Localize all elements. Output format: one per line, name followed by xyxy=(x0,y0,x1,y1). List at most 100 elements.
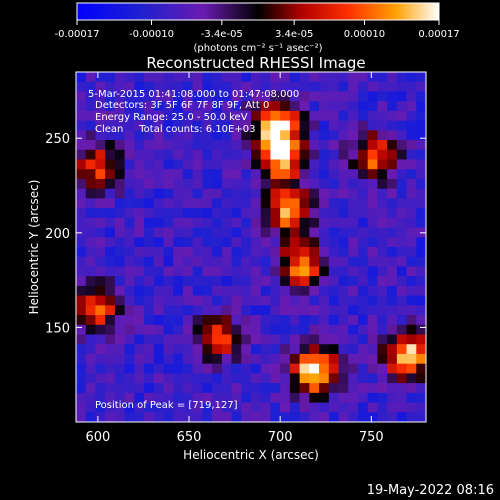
heatmap-cell xyxy=(260,353,271,365)
heatmap-cell xyxy=(338,149,349,160)
heatmap-cell xyxy=(241,91,252,102)
heatmap-cell xyxy=(163,392,174,403)
heatmap-cell xyxy=(241,305,252,316)
heatmap-cell xyxy=(367,101,378,112)
heatmap-cell xyxy=(76,140,87,151)
heatmap-cell xyxy=(260,140,271,151)
heatmap-cell xyxy=(396,363,407,374)
heatmap-cell xyxy=(85,256,96,267)
heatmap-cell xyxy=(212,315,223,326)
heatmap-cell xyxy=(319,130,330,141)
heatmap-cell xyxy=(377,130,388,141)
heatmap-cell xyxy=(144,91,155,102)
heatmap-cell xyxy=(76,101,87,112)
heatmap-cell xyxy=(270,412,281,423)
heatmap-cell xyxy=(95,120,106,131)
heatmap-cell xyxy=(192,169,203,180)
heatmap-cell xyxy=(406,81,417,92)
heatmap-cell xyxy=(396,130,407,141)
heatmap-cell xyxy=(241,72,252,83)
footer-timestamp: 19-May-2022 08:16 xyxy=(367,483,494,498)
heatmap-cell xyxy=(416,101,427,112)
heatmap-cell xyxy=(221,392,232,403)
heatmap-cell xyxy=(357,130,369,141)
heatmap-cell xyxy=(260,344,271,355)
heatmap-cell xyxy=(348,91,359,102)
heatmap-cell xyxy=(173,101,184,112)
heatmap-cell xyxy=(105,237,116,248)
heatmap-cell xyxy=(221,110,232,122)
heatmap-cell xyxy=(289,130,301,141)
heatmap-cell xyxy=(396,72,407,83)
heatmap-cell xyxy=(192,276,203,287)
heatmap-cell xyxy=(319,402,330,413)
heatmap-cell xyxy=(144,412,155,423)
heatmap-cell xyxy=(144,373,155,384)
heatmap-cell xyxy=(212,295,223,306)
heatmap-cell xyxy=(114,101,126,112)
heatmap-cell xyxy=(212,217,223,228)
heatmap-cell xyxy=(251,149,262,160)
heatmap-cell xyxy=(134,412,145,423)
heatmap-cell xyxy=(124,285,135,297)
heatmap-cell xyxy=(406,295,417,306)
heatmap-cell xyxy=(85,101,96,112)
heatmap-cell xyxy=(153,159,164,170)
heatmap-cell xyxy=(416,256,427,267)
heatmap-cell xyxy=(221,72,232,83)
heatmap-cell xyxy=(134,373,145,384)
heatmap-cell xyxy=(76,392,87,403)
heatmap-cell xyxy=(173,373,184,384)
heatmap-cell xyxy=(260,305,271,316)
heatmap-cell xyxy=(309,392,320,403)
heatmap-cell xyxy=(328,363,339,374)
heatmap-cell xyxy=(212,101,223,112)
heatmap-cell xyxy=(153,140,164,151)
heatmap-cell xyxy=(231,276,242,287)
heatmap-cell xyxy=(241,101,252,112)
heatmap-cell xyxy=(406,392,417,403)
heatmap-cell xyxy=(328,295,339,306)
heatmap-cell xyxy=(289,353,301,365)
heatmap-cell xyxy=(202,130,213,141)
heatmap-cell xyxy=(134,256,145,267)
heatmap-cell xyxy=(76,315,87,326)
heatmap-cell xyxy=(114,363,126,374)
heatmap-cell xyxy=(299,72,310,83)
heatmap-cell xyxy=(114,353,126,365)
heatmap-cell xyxy=(396,315,407,326)
heatmap-cell xyxy=(299,383,310,394)
heatmap-cell xyxy=(134,198,145,209)
heatmap-cell xyxy=(406,353,417,365)
heatmap-cell xyxy=(76,363,87,374)
heatmap-cell xyxy=(95,305,106,316)
heatmap-cell xyxy=(85,227,96,238)
heatmap-cell xyxy=(367,110,378,122)
heatmap-cell xyxy=(289,334,301,345)
heatmap-cell xyxy=(76,247,87,258)
heatmap-cell xyxy=(221,334,232,345)
heatmap-cell xyxy=(280,169,291,180)
heatmap-cell xyxy=(182,266,194,277)
heatmap-cell xyxy=(299,159,310,170)
heatmap-cell xyxy=(144,324,155,335)
heatmap-cell xyxy=(416,169,427,180)
heatmap-cell xyxy=(124,402,135,413)
heatmap-cell xyxy=(221,178,232,190)
heatmap-cell xyxy=(163,72,174,83)
heatmap-cell xyxy=(212,266,223,277)
heatmap-cell xyxy=(377,149,388,160)
heatmap-cell xyxy=(85,247,96,258)
heatmap-cell xyxy=(76,344,87,355)
heatmap-cell xyxy=(319,149,330,160)
heatmap-cell xyxy=(182,363,194,374)
heatmap-cell xyxy=(299,101,310,112)
heatmap-cell xyxy=(299,81,310,92)
heatmap-cell xyxy=(338,295,349,306)
heatmap-cell xyxy=(367,130,378,141)
heatmap-cell xyxy=(202,188,213,199)
heatmap-cell xyxy=(124,353,135,365)
heatmap-cell xyxy=(270,373,281,384)
heatmap-cell xyxy=(396,227,407,238)
heatmap-cell xyxy=(163,169,174,180)
